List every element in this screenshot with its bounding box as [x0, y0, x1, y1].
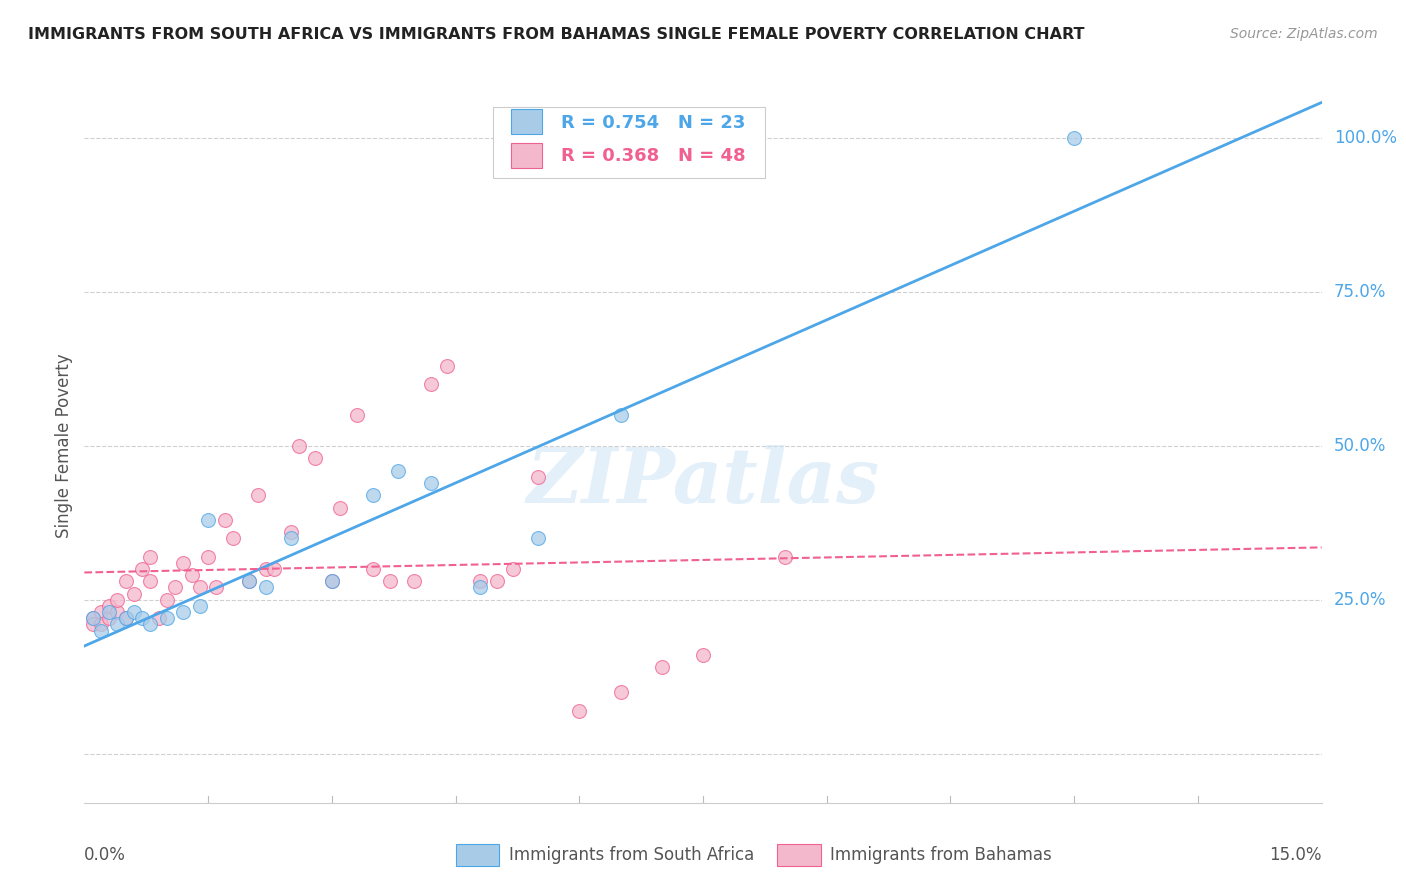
Point	[775, 549, 797, 564]
Point	[568, 704, 591, 718]
Point	[156, 592, 179, 607]
Point	[122, 605, 145, 619]
Point	[122, 587, 145, 601]
FancyBboxPatch shape	[492, 107, 765, 178]
Point	[254, 581, 277, 595]
Bar	[456, 844, 499, 865]
Point	[609, 409, 631, 423]
Text: Immigrants from South Africa: Immigrants from South Africa	[509, 846, 754, 863]
Point	[527, 469, 550, 483]
Point	[205, 581, 228, 595]
Point	[419, 475, 441, 490]
Point	[321, 574, 343, 589]
Point	[651, 660, 673, 674]
Point	[114, 611, 136, 625]
Point	[148, 611, 170, 625]
Point	[214, 513, 236, 527]
Point	[172, 605, 194, 619]
Point	[139, 617, 162, 632]
Point	[197, 513, 219, 527]
Point	[139, 549, 162, 564]
Point	[82, 611, 104, 625]
Point	[188, 599, 211, 613]
Point	[197, 549, 219, 564]
Point	[82, 611, 104, 625]
Point	[361, 562, 384, 576]
Point	[527, 531, 550, 545]
Point	[222, 531, 245, 545]
Point	[105, 592, 128, 607]
Point	[419, 377, 441, 392]
Point	[98, 605, 121, 619]
Point	[139, 574, 162, 589]
Point	[329, 500, 352, 515]
Point	[180, 568, 202, 582]
Point	[485, 574, 508, 589]
Point	[90, 624, 112, 638]
Point	[90, 617, 112, 632]
Point	[470, 581, 492, 595]
Text: 75.0%: 75.0%	[1334, 283, 1386, 301]
Point	[82, 617, 104, 632]
Point	[502, 562, 524, 576]
Point	[90, 605, 112, 619]
Point	[288, 439, 311, 453]
Y-axis label: Single Female Poverty: Single Female Poverty	[55, 354, 73, 538]
Text: R = 0.368   N = 48: R = 0.368 N = 48	[561, 146, 745, 164]
Point	[131, 611, 153, 625]
Text: Source: ZipAtlas.com: Source: ZipAtlas.com	[1230, 27, 1378, 41]
Point	[131, 562, 153, 576]
Point	[692, 648, 714, 662]
Point	[105, 605, 128, 619]
Text: 50.0%: 50.0%	[1334, 437, 1386, 455]
Point	[1063, 131, 1085, 145]
Text: ZIPatlas: ZIPatlas	[526, 445, 880, 518]
Point	[346, 409, 368, 423]
Point	[188, 581, 211, 595]
Point	[114, 574, 136, 589]
Point	[165, 581, 187, 595]
Point	[156, 611, 179, 625]
Point	[98, 599, 121, 613]
Point	[304, 451, 326, 466]
Text: 25.0%: 25.0%	[1334, 591, 1386, 609]
Point	[263, 562, 285, 576]
Point	[436, 359, 458, 373]
Point	[98, 611, 121, 625]
Point	[254, 562, 277, 576]
Text: 15.0%: 15.0%	[1270, 846, 1322, 863]
Point	[361, 488, 384, 502]
Point	[321, 574, 343, 589]
Point	[470, 574, 492, 589]
Point	[280, 525, 302, 540]
Point	[246, 488, 269, 502]
Text: Immigrants from Bahamas: Immigrants from Bahamas	[831, 846, 1052, 863]
Text: 100.0%: 100.0%	[1334, 129, 1398, 147]
Point	[105, 617, 128, 632]
Point	[238, 574, 260, 589]
Point	[387, 464, 409, 478]
Bar	[778, 844, 821, 865]
Text: 0.0%: 0.0%	[84, 846, 127, 863]
Point	[238, 574, 260, 589]
Text: R = 0.754   N = 23: R = 0.754 N = 23	[561, 114, 745, 132]
Text: IMMIGRANTS FROM SOUTH AFRICA VS IMMIGRANTS FROM BAHAMAS SINGLE FEMALE POVERTY CO: IMMIGRANTS FROM SOUTH AFRICA VS IMMIGRAN…	[28, 27, 1084, 42]
Point	[280, 531, 302, 545]
Point	[609, 685, 631, 699]
Bar	[512, 109, 543, 134]
Point	[378, 574, 401, 589]
Point	[114, 611, 136, 625]
Point	[172, 556, 194, 570]
Bar	[512, 143, 543, 168]
Point	[404, 574, 426, 589]
